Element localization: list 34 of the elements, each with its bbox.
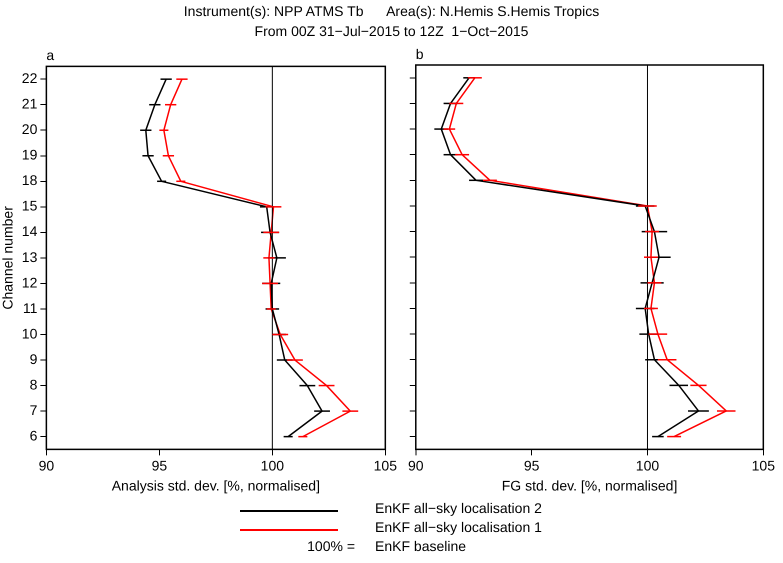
chart-subtitle: From 00Z 31−Jul−2015 to 12Z 1−Oct−2015	[254, 23, 530, 39]
x-axis-title: FG std. dev. [%, normalised]	[502, 477, 678, 494]
x-tick-label: 105	[752, 458, 776, 474]
x-tick-label: 95	[152, 458, 168, 474]
y-tick-label: 8	[30, 376, 38, 392]
x-tick-label: 90	[408, 458, 424, 474]
x-tick-label: 105	[374, 458, 398, 474]
y-tick-label: 22	[22, 70, 38, 86]
y-tick-label: 6	[30, 427, 38, 444]
x-tick-label: 95	[524, 458, 540, 474]
y-tick-label: 15	[22, 198, 38, 214]
y-tick-label: 14	[22, 223, 38, 240]
y-axis-title: Channel number	[0, 206, 16, 310]
y-tick-label: 21	[22, 96, 38, 112]
y-tick-label: 12	[22, 274, 38, 290]
text: EnKF all−sky localisation 2	[375, 500, 542, 516]
y-tick-label: 10	[22, 325, 38, 342]
y-tick-label: 7	[30, 402, 38, 418]
text: EnKF baseline	[375, 538, 466, 554]
text: 100% =	[306, 538, 355, 554]
y-tick-label: 9	[30, 350, 38, 367]
x-tick-label: 100	[260, 458, 284, 474]
y-tick-label: 18	[22, 172, 38, 188]
text: b	[416, 46, 424, 62]
y-tick-label: 20	[22, 121, 38, 138]
text: a	[46, 47, 54, 64]
x-tick-label: 100	[636, 458, 660, 474]
chart-title: Instrument(s): NPP ATMS Tb Area(s): N.Hemis S.Hemis Tropics	[182, 3, 600, 19]
x-tick-label: 90	[38, 458, 54, 474]
y-tick-label: 19	[22, 146, 38, 163]
x-axis-title: Analysis std. dev. [%, normalised]	[112, 477, 320, 494]
y-tick-label: 13	[22, 248, 38, 265]
text: EnKF all−sky localisation 1	[375, 519, 542, 535]
y-tick-label: 11	[22, 300, 38, 316]
